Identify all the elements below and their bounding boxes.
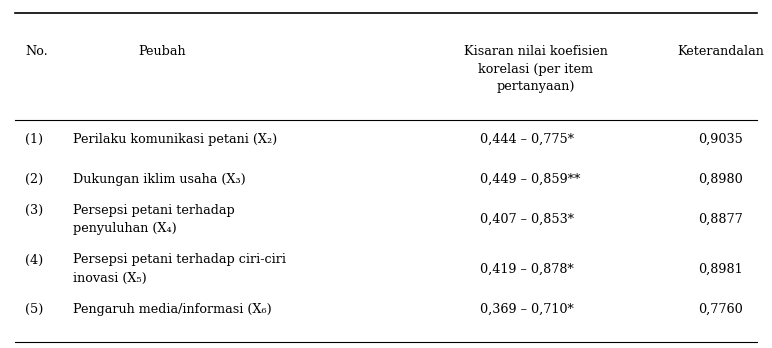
Text: 0,407 – 0,853*: 0,407 – 0,853*	[480, 213, 574, 226]
Text: 0,369 – 0,710*: 0,369 – 0,710*	[480, 302, 574, 316]
Text: 0,7760: 0,7760	[698, 302, 743, 316]
Text: 0,419 – 0,878*: 0,419 – 0,878*	[480, 263, 574, 276]
Text: (3): (3)	[25, 204, 44, 217]
Text: penyuluhan (X₄): penyuluhan (X₄)	[73, 222, 177, 236]
Text: inovasi (X₅): inovasi (X₅)	[73, 272, 147, 285]
Text: Dukungan iklim usaha (X₃): Dukungan iklim usaha (X₃)	[73, 173, 246, 186]
Text: Keterandalan: Keterandalan	[677, 45, 764, 58]
Text: 0,449 – 0,859**: 0,449 – 0,859**	[480, 173, 581, 186]
Text: Peubah: Peubah	[138, 45, 186, 58]
Text: Kisaran nilai koefisien
korelasi (per item
pertanyaan): Kisaran nilai koefisien korelasi (per it…	[464, 45, 608, 93]
Text: 0,8877: 0,8877	[698, 213, 743, 226]
Text: 0,8981: 0,8981	[698, 263, 743, 276]
Text: No.: No.	[25, 45, 48, 58]
Text: (2): (2)	[25, 173, 44, 186]
Text: 0,9035: 0,9035	[698, 133, 743, 146]
Text: (4): (4)	[25, 253, 44, 267]
Text: (5): (5)	[25, 302, 44, 316]
Text: 0,8980: 0,8980	[698, 173, 743, 186]
Text: Persepsi petani terhadap: Persepsi petani terhadap	[73, 204, 235, 217]
Text: Persepsi petani terhadap ciri-ciri: Persepsi petani terhadap ciri-ciri	[73, 253, 286, 267]
Text: (1): (1)	[25, 133, 43, 146]
Text: Perilaku komunikasi petani (X₂): Perilaku komunikasi petani (X₂)	[73, 133, 278, 146]
Text: 0,444 – 0,775*: 0,444 – 0,775*	[480, 133, 574, 146]
Text: Pengaruh media/informasi (X₆): Pengaruh media/informasi (X₆)	[73, 302, 272, 316]
